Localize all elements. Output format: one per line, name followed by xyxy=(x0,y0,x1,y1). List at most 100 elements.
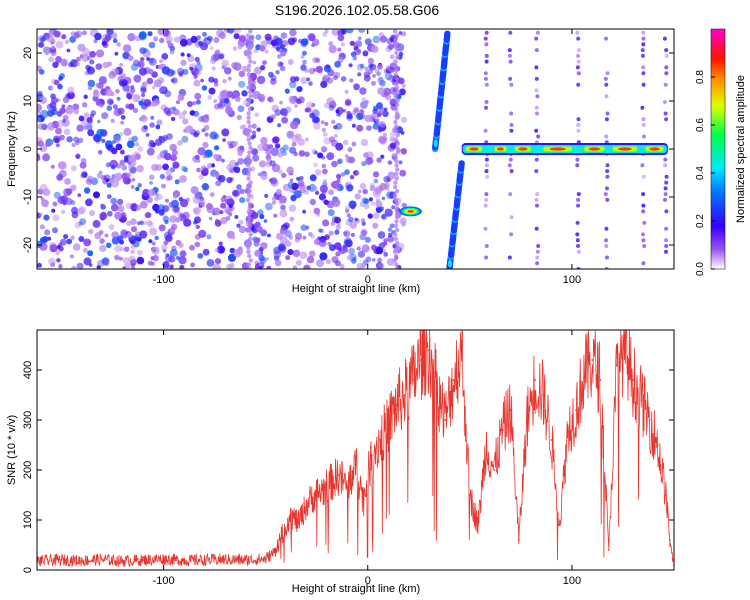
heatmap-noise-cell xyxy=(328,45,337,54)
heatmap-noise-cell xyxy=(159,173,166,180)
heatmap-band-cell xyxy=(247,76,252,82)
heatmap-noise-cell xyxy=(232,140,239,147)
heatmap-noise-cell xyxy=(231,190,239,197)
heatmap-noise-cell xyxy=(170,154,178,162)
heatmap-noise-cell xyxy=(384,72,393,81)
heatmap-noise-cell xyxy=(37,65,42,72)
heatmap-noise-cell xyxy=(225,106,233,115)
snr-point xyxy=(60,559,63,561)
heatmap-noise-cell xyxy=(83,112,90,119)
heatmap-streak-peak xyxy=(448,259,452,268)
heatmap-band-cell xyxy=(395,167,400,172)
heatmap-noise-cell xyxy=(235,96,241,102)
y-tick-label: 200 xyxy=(22,461,34,479)
heatmap-noise-cell xyxy=(63,128,71,136)
heatmap-noise-cell xyxy=(372,222,379,229)
heatmap-marks xyxy=(37,29,669,269)
heatmap-noise-cell xyxy=(212,263,221,269)
heatmap-noise-cell xyxy=(274,109,282,116)
heatmap-noise-cell xyxy=(292,265,298,269)
heatmap-noise-cell xyxy=(320,120,325,125)
heatmap-noise-cell xyxy=(87,85,93,91)
colorbar-tick-label: 0.8 xyxy=(695,70,706,84)
heatmap-noise-cell xyxy=(40,109,49,119)
heatmap-band-cell xyxy=(246,163,251,168)
heatmap-noise-cell xyxy=(287,37,296,46)
heatmap-noise-cell xyxy=(55,56,62,63)
heatmap-vertical-cell xyxy=(605,186,609,191)
heatmap-noise-cell xyxy=(206,163,213,169)
snr-point xyxy=(362,499,365,501)
heatmap-vertical-cell xyxy=(662,100,667,104)
heatmap-noise-cell xyxy=(369,185,376,192)
heatmap-noise-cell xyxy=(158,209,165,216)
heatmap-noise-cell xyxy=(146,147,155,156)
heatmap-noise-cell xyxy=(156,154,162,160)
heatmap-noise-cell xyxy=(71,142,76,148)
heatmap-noise-cell xyxy=(334,229,340,235)
heatmap-band-cell xyxy=(393,137,398,142)
heatmap-noise-cell xyxy=(380,154,385,159)
heatmap-noise-cell xyxy=(363,152,369,158)
heatmap-vertical-cell xyxy=(484,244,489,248)
heatmap-noise-cell xyxy=(275,37,283,46)
heatmap-noise-cell xyxy=(168,255,176,263)
heatmap-noise-cell xyxy=(138,31,147,40)
heatmap-noise-cell xyxy=(299,175,304,181)
heatmap-noise-cell xyxy=(306,101,314,109)
heatmap-noise-cell xyxy=(279,209,288,218)
heatmap-noise-cell xyxy=(281,172,287,179)
heatmap-noise-cell xyxy=(336,173,342,179)
heatmap-noise-cell xyxy=(151,85,156,90)
heatmap-noise-cell xyxy=(105,162,111,168)
heatmap-noise-cell xyxy=(296,176,301,181)
heatmap-noise-cell xyxy=(195,69,202,76)
snr-point xyxy=(501,429,504,431)
heatmap-noise-cell xyxy=(158,77,165,84)
heatmap-vertical-cell xyxy=(664,53,669,58)
heatmap-noise-cell xyxy=(239,145,245,151)
heatmap-noise-cell xyxy=(257,93,266,102)
heatmap-noise-cell xyxy=(277,54,282,59)
heatmap-noise-cell xyxy=(313,162,318,168)
heatmap-noise-cell xyxy=(385,94,392,101)
heatmap-noise-cell xyxy=(241,90,248,97)
heatmap-noise-cell xyxy=(166,174,173,181)
heatmap-noise-cell xyxy=(277,61,284,68)
heatmap-noise-cell xyxy=(85,198,93,207)
carrier-peak xyxy=(618,147,632,151)
heatmap-band-cell xyxy=(395,141,400,146)
heatmap-noise-cell xyxy=(299,251,308,260)
heatmap-noise-cell xyxy=(46,109,55,117)
heatmap-noise-cell xyxy=(267,233,271,238)
heatmap-noise-cell xyxy=(367,213,373,219)
y-tick-label: 0 xyxy=(22,146,34,152)
heatmap-noise-cell xyxy=(154,138,163,146)
heatmap-noise-cell xyxy=(113,135,121,143)
heatmap-noise-cell xyxy=(300,224,308,231)
heatmap-vertical-cell xyxy=(641,134,646,139)
heatmap-noise-cell xyxy=(260,172,268,180)
heatmap-band-cell xyxy=(392,249,398,254)
heatmap-vertical-cell xyxy=(535,203,539,208)
heatmap-vertical-cell xyxy=(604,244,609,248)
heatmap-noise-cell xyxy=(37,123,45,130)
heatmap-noise-cell xyxy=(178,71,184,77)
colorbar-ticks: 0.0 0.2 0.4 0.6 0.8 xyxy=(695,70,715,276)
heatmap-noise-cell xyxy=(276,188,282,195)
heatmap-band-cell xyxy=(247,206,252,211)
colorbar-tick-label: 0.2 xyxy=(695,214,706,228)
snr-point xyxy=(121,560,124,562)
heatmap-noise-cell xyxy=(135,186,140,192)
heatmap-noise-cell xyxy=(357,250,365,258)
heatmap-noise-cell xyxy=(99,103,104,108)
heatmap-noise-cell xyxy=(252,154,260,162)
heatmap-vertical-cell xyxy=(641,117,646,122)
heatmap-noise-cell xyxy=(105,242,112,249)
heatmap-noise-cell xyxy=(264,33,272,41)
heatmap-noise-cell xyxy=(372,212,380,220)
heatmap-vertical-cell xyxy=(575,163,580,168)
heatmap-noise-cell xyxy=(337,247,342,252)
heatmap-noise-cell xyxy=(346,110,352,116)
heatmap-noise-cell xyxy=(311,43,315,48)
